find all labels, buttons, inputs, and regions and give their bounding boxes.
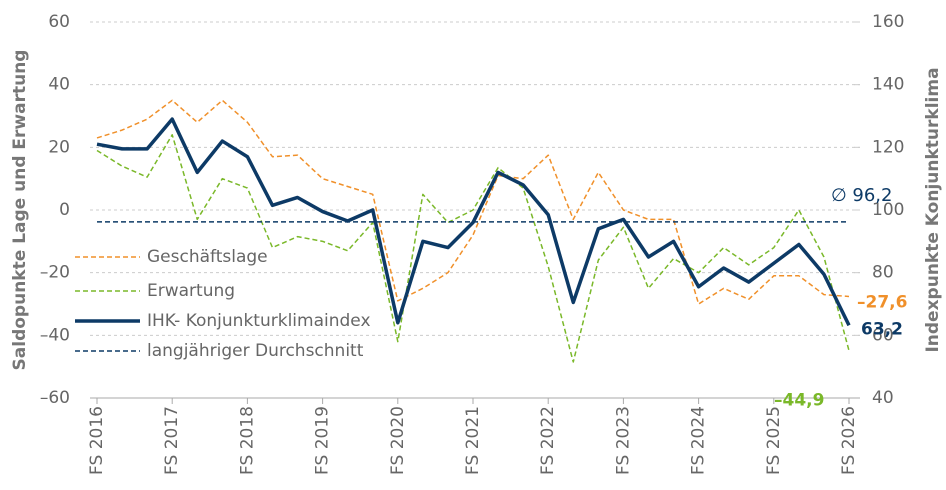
legend-label: langjähriger Durchschnitt	[147, 341, 364, 361]
y2-tick-label: 140	[872, 75, 904, 95]
y2-tick-label: 160	[872, 12, 904, 32]
x-tick-label: FS 2021	[463, 406, 483, 475]
series-line	[96, 134, 850, 363]
x-tick-label: FS 2020	[388, 406, 408, 475]
y-tick-label: 0	[59, 200, 70, 220]
x-tick-label: FS 2026	[839, 406, 859, 475]
x-tick-label: FS 2025	[764, 406, 784, 475]
y2-tick-label: 100	[872, 200, 904, 220]
data-label: –44,9	[774, 391, 824, 411]
data-label: 63,2	[861, 319, 903, 339]
y-tick-label: 40	[48, 75, 70, 95]
y-tick-label: 60	[48, 12, 70, 32]
y2-axis-label: Indexpunkte Konjunkturklima	[923, 67, 943, 352]
x-tick-label: FS 2023	[613, 406, 633, 475]
legend-label: Geschäftslage	[147, 247, 268, 267]
y-axis-label: Saldopunkte Lage und Erwartung	[10, 50, 30, 371]
x-tick-label: FS 2018	[237, 406, 257, 475]
y2-tick-label: 80	[872, 263, 894, 283]
y-tick-label: –60	[40, 388, 70, 408]
y-tick-label: 20	[48, 137, 70, 157]
x-tick-label: FS 2024	[689, 406, 709, 475]
average-label: ∅ 96,2	[831, 185, 892, 206]
x-tick-label: FS 2019	[313, 406, 333, 475]
y-tick-label: –20	[40, 263, 70, 283]
y2-tick-label: 60	[872, 325, 894, 345]
y-tick-label: –40	[40, 325, 70, 345]
x-tick-label: FS 2017	[162, 406, 182, 475]
data-label: –27,6	[857, 292, 907, 312]
y2-tick-label: 40	[872, 388, 894, 408]
legend-label: IHK- Konjunkturklimaindex	[147, 311, 371, 331]
y2-tick-label: 120	[872, 137, 904, 157]
x-tick-label: FS 2016	[87, 406, 107, 475]
legend-label: Erwartung	[147, 281, 235, 301]
x-tick-label: FS 2022	[538, 406, 558, 475]
series-line	[96, 99, 850, 305]
